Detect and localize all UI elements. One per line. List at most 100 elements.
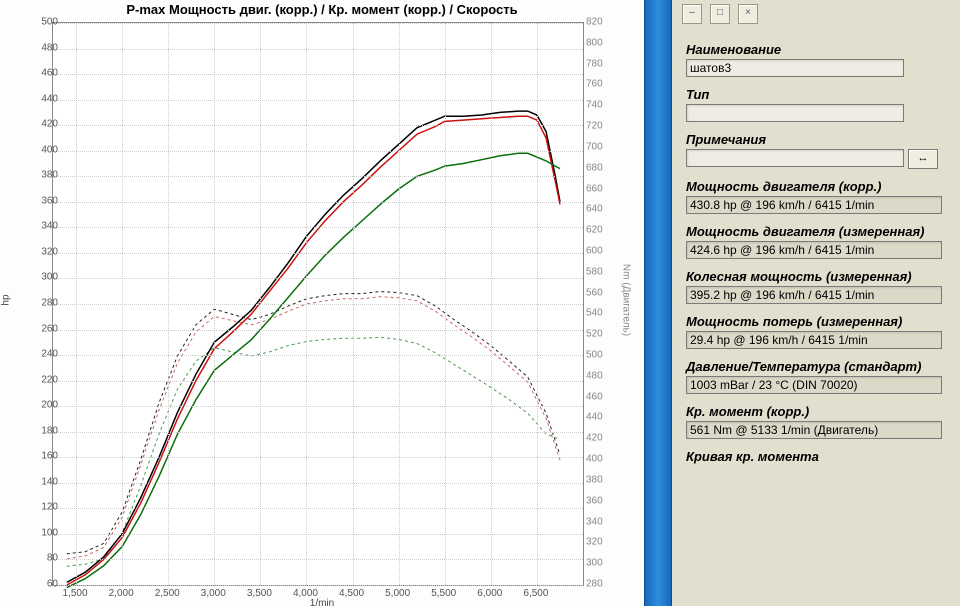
x-axis-label: 1/min — [0, 598, 644, 606]
xtick: 2,500 — [155, 588, 180, 599]
ytick-right: 820 — [586, 17, 612, 28]
input-type[interactable] — [686, 104, 904, 122]
ytick-left: 180 — [30, 425, 58, 436]
ytick-left: 320 — [30, 246, 58, 257]
label-engine-power-corr: Мощность двигателя (корр.) — [686, 179, 950, 194]
value-loss-power — [686, 331, 942, 349]
field-remarks: Примечания ↔ — [686, 132, 950, 169]
ytick-right: 600 — [586, 245, 612, 256]
value-torque-corr — [686, 421, 942, 439]
ytick-right: 380 — [586, 474, 612, 485]
xtick: 4,500 — [339, 588, 364, 599]
field-wheel-power: Колесная мощность (измеренная) — [686, 269, 950, 304]
value-engine-power-meas — [686, 241, 942, 259]
ytick-right: 680 — [586, 162, 612, 173]
ytick-right: 700 — [586, 141, 612, 152]
label-loss-power: Мощность потерь (измеренная) — [686, 314, 950, 329]
ytick-left: 220 — [30, 374, 58, 385]
ytick-right: 460 — [586, 391, 612, 402]
ytick-right: 400 — [586, 454, 612, 465]
ytick-right: 540 — [586, 308, 612, 319]
label-type: Тип — [686, 87, 950, 102]
ytick-right: 620 — [586, 225, 612, 236]
label-engine-power-meas: Мощность двигателя (измеренная) — [686, 224, 950, 239]
ytick-right: 520 — [586, 329, 612, 340]
y-axis-left-label: hp — [1, 294, 12, 305]
field-torque-corr: Кр. момент (корр.) — [686, 404, 950, 439]
ytick-right: 360 — [586, 495, 612, 506]
torque-corr-red — [67, 297, 560, 559]
chart-pane: P-max Мощность двиг. (корр.) / Кр. момен… — [0, 0, 644, 606]
chart-title: P-max Мощность двиг. (корр.) / Кр. момен… — [0, 2, 644, 17]
torque-wheel-green — [67, 337, 560, 566]
ytick-left: 340 — [30, 221, 58, 232]
ytick-right: 340 — [586, 516, 612, 527]
form-pane: – □ × Наименование Тип Примечания ↔ Мощн… — [672, 0, 960, 606]
ytick-right: 740 — [586, 100, 612, 111]
ytick-left: 360 — [30, 195, 58, 206]
ytick-left: 60 — [30, 579, 58, 590]
toolbar-row: – □ × — [682, 4, 950, 28]
field-pressure-temp: Давление/Температура (стандарт) — [686, 359, 950, 394]
blue-separator — [644, 0, 672, 606]
tool-btn-1[interactable]: – — [682, 4, 702, 24]
plot-area — [52, 22, 584, 586]
ytick-left: 200 — [30, 400, 58, 411]
ytick-right: 300 — [586, 558, 612, 569]
ytick-left: 420 — [30, 119, 58, 130]
ytick-left: 100 — [30, 527, 58, 538]
field-loss-power: Мощность потерь (измеренная) — [686, 314, 950, 349]
y-axis-right-label: Nm (Двигатель) — [621, 264, 632, 336]
value-pressure-temp — [686, 376, 942, 394]
xtick: 3,500 — [247, 588, 272, 599]
ytick-right: 720 — [586, 121, 612, 132]
ytick-right: 660 — [586, 183, 612, 194]
xtick: 5,500 — [431, 588, 456, 599]
ytick-left: 160 — [30, 451, 58, 462]
ytick-right: 580 — [586, 266, 612, 277]
field-torque-curve: Кривая кр. момента — [686, 449, 950, 464]
ytick-right: 280 — [586, 579, 612, 590]
xtick: 4,000 — [293, 588, 318, 599]
ytick-left: 440 — [30, 93, 58, 104]
ytick-left: 120 — [30, 502, 58, 513]
ytick-left: 380 — [30, 170, 58, 181]
label-remarks: Примечания — [686, 132, 950, 147]
app-root: P-max Мощность двиг. (корр.) / Кр. момен… — [0, 0, 960, 606]
value-engine-power-corr — [686, 196, 942, 214]
ytick-left: 240 — [30, 349, 58, 360]
label-name: Наименование — [686, 42, 950, 57]
ytick-left: 460 — [30, 68, 58, 79]
ytick-right: 780 — [586, 58, 612, 69]
ytick-right: 420 — [586, 433, 612, 444]
ytick-left: 300 — [30, 272, 58, 283]
ytick-left: 500 — [30, 17, 58, 28]
ytick-left: 400 — [30, 144, 58, 155]
expand-remarks-button[interactable]: ↔ — [908, 149, 938, 169]
ytick-left: 280 — [30, 298, 58, 309]
input-name[interactable] — [686, 59, 904, 77]
ytick-right: 480 — [586, 370, 612, 381]
power-wheel-green — [67, 153, 560, 587]
field-engine-power-corr: Мощность двигателя (корр.) — [686, 179, 950, 214]
ytick-right: 800 — [586, 37, 612, 48]
input-remarks[interactable] — [686, 149, 904, 167]
xtick: 5,000 — [385, 588, 410, 599]
ytick-right: 760 — [586, 79, 612, 90]
label-torque-corr: Кр. момент (корр.) — [686, 404, 950, 419]
ytick-right: 640 — [586, 204, 612, 215]
ytick-right: 440 — [586, 412, 612, 423]
ytick-left: 80 — [30, 553, 58, 564]
tool-btn-3[interactable]: × — [738, 4, 758, 24]
field-type: Тип — [686, 87, 950, 122]
ytick-right: 320 — [586, 537, 612, 548]
label-torque-curve: Кривая кр. момента — [686, 449, 950, 464]
ytick-right: 500 — [586, 350, 612, 361]
ytick-left: 140 — [30, 476, 58, 487]
xtick: 1,500 — [63, 588, 88, 599]
tool-btn-2[interactable]: □ — [710, 4, 730, 24]
label-wheel-power: Колесная мощность (измеренная) — [686, 269, 950, 284]
field-name: Наименование — [686, 42, 950, 77]
label-pressure-temp: Давление/Температура (стандарт) — [686, 359, 950, 374]
xtick: 6,500 — [523, 588, 548, 599]
